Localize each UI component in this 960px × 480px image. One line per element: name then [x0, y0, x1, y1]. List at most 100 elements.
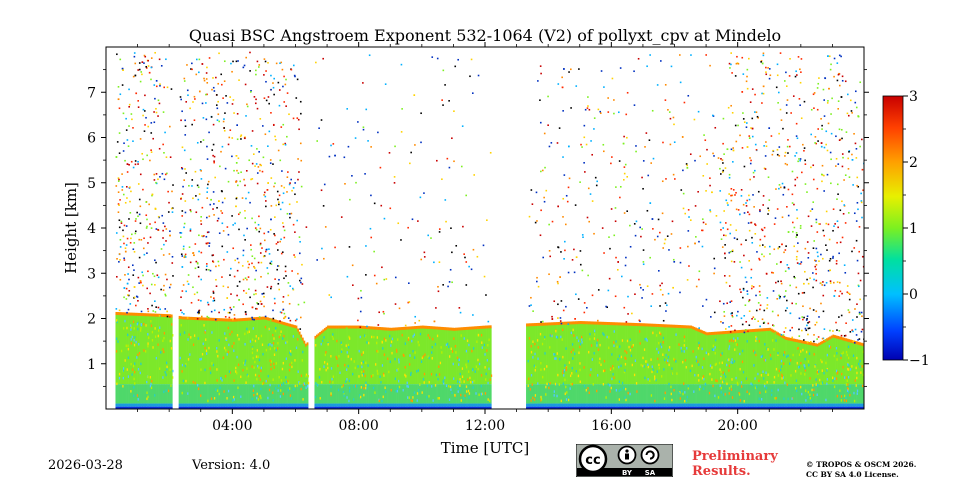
heat-speckle: [230, 267, 232, 270]
heat-column-low: [668, 384, 671, 404]
heat-speckle: [238, 280, 241, 283]
heat-speckle: [824, 339, 827, 341]
heat-speckle: [179, 231, 182, 234]
heat-column-near-surface: [352, 403, 355, 407]
heat-column-low: [837, 384, 840, 404]
heat-speckle: [187, 94, 189, 97]
heat-column-low: [567, 384, 569, 404]
heat-speckle: [243, 178, 245, 181]
heat-speckle: [615, 186, 617, 188]
heat-speckle: [407, 301, 410, 304]
heat-speckle: [816, 251, 819, 254]
heat-column-near-surface: [827, 403, 830, 407]
heat-column-surface: [199, 406, 202, 409]
heat-speckle: [163, 284, 165, 287]
heat-band-streak: [127, 375, 130, 378]
heat-band-streak: [215, 388, 217, 391]
heat-speckle: [153, 275, 156, 278]
heat-speckle: [799, 81, 802, 84]
heat-speckle: [800, 117, 803, 120]
heat-speckle: [803, 149, 805, 152]
heat-speckle: [272, 124, 275, 126]
heat-speckle: [196, 141, 199, 144]
heat-speckle: [381, 266, 383, 269]
heat-band-streak: [229, 371, 231, 374]
heat-column-top-edge: [780, 334, 783, 338]
heat-speckle: [599, 110, 602, 113]
heat-column: [843, 339, 846, 385]
heat-column-low: [192, 384, 195, 404]
heat-speckle: [791, 193, 794, 196]
heat-column-top-edge: [418, 325, 421, 329]
heat-speckle: [144, 124, 146, 126]
heat-speckle: [822, 88, 825, 91]
heat-band-streak: [163, 390, 165, 394]
heat-speckle: [198, 310, 200, 313]
heat-column-low: [540, 384, 543, 404]
heat-column: [816, 345, 819, 385]
heat-column-top-edge: [818, 342, 821, 346]
heat-speckle: [545, 189, 548, 192]
heat-column-low: [211, 384, 214, 404]
heat-column-near-surface: [162, 403, 165, 407]
heat-column-top-edge: [740, 329, 743, 333]
heat-speckle: [730, 325, 733, 327]
heat-speckle: [117, 211, 120, 214]
heat-column-surface: [341, 406, 344, 409]
heat-column-top-edge: [633, 322, 636, 326]
heat-speckle: [257, 166, 260, 168]
heat-speckle: [823, 284, 826, 287]
heat-speckle: [184, 256, 187, 258]
heat-column-top-edge: [788, 337, 791, 341]
heat-column-surface: [437, 406, 440, 409]
heat-column-surface: [674, 406, 677, 409]
heat-speckle: [534, 221, 537, 224]
heat-speckle: [810, 225, 813, 227]
heat-speckle: [355, 181, 357, 184]
heat-speckle: [145, 67, 148, 69]
heat-speckle: [736, 238, 739, 241]
heat-band-streak: [164, 371, 166, 374]
heat-column-top-edge: [712, 331, 715, 335]
heat-speckle: [450, 227, 452, 230]
heat-speckle: [229, 274, 231, 276]
heat-column: [559, 323, 562, 385]
heat-column: [126, 314, 129, 385]
heat-speckle: [149, 292, 151, 295]
heat-speckle: [862, 189, 864, 192]
heat-column-top-edge: [459, 327, 462, 331]
heat-column-surface: [137, 406, 140, 409]
heat-speckle: [220, 190, 223, 192]
heat-column-surface: [333, 406, 336, 409]
heat-speckle: [124, 247, 127, 249]
heat-column: [421, 327, 424, 385]
heat-column-low: [786, 384, 789, 404]
heat-column: [267, 319, 269, 385]
heat-speckle: [657, 218, 660, 221]
heat-column-surface: [633, 406, 636, 409]
heat-column: [617, 324, 620, 385]
heat-column-surface: [857, 406, 860, 409]
heat-speckle: [722, 169, 725, 172]
heat-speckle: [687, 230, 690, 232]
heat-speckle: [263, 239, 266, 242]
heat-column-low: [489, 384, 492, 404]
heat-band-streak: [755, 339, 757, 342]
heat-speckle: [629, 279, 632, 282]
heat-speckle: [244, 184, 246, 187]
heat-column: [387, 329, 389, 385]
heat-speckle: [229, 129, 232, 131]
heat-column-near-surface: [646, 403, 648, 407]
heat-column-surface: [709, 406, 712, 409]
heat-speckle: [198, 71, 200, 74]
heat-column: [663, 326, 666, 385]
heat-speckle: [731, 194, 734, 197]
heat-column-near-surface: [459, 403, 462, 407]
heat-column-surface: [443, 406, 446, 409]
heat-column-surface: [366, 406, 369, 409]
heat-column-surface: [235, 406, 238, 409]
heat-column-low: [183, 384, 186, 404]
heat-band-streak: [396, 389, 398, 393]
heat-speckle: [244, 277, 247, 279]
heat-column-surface: [590, 406, 593, 409]
